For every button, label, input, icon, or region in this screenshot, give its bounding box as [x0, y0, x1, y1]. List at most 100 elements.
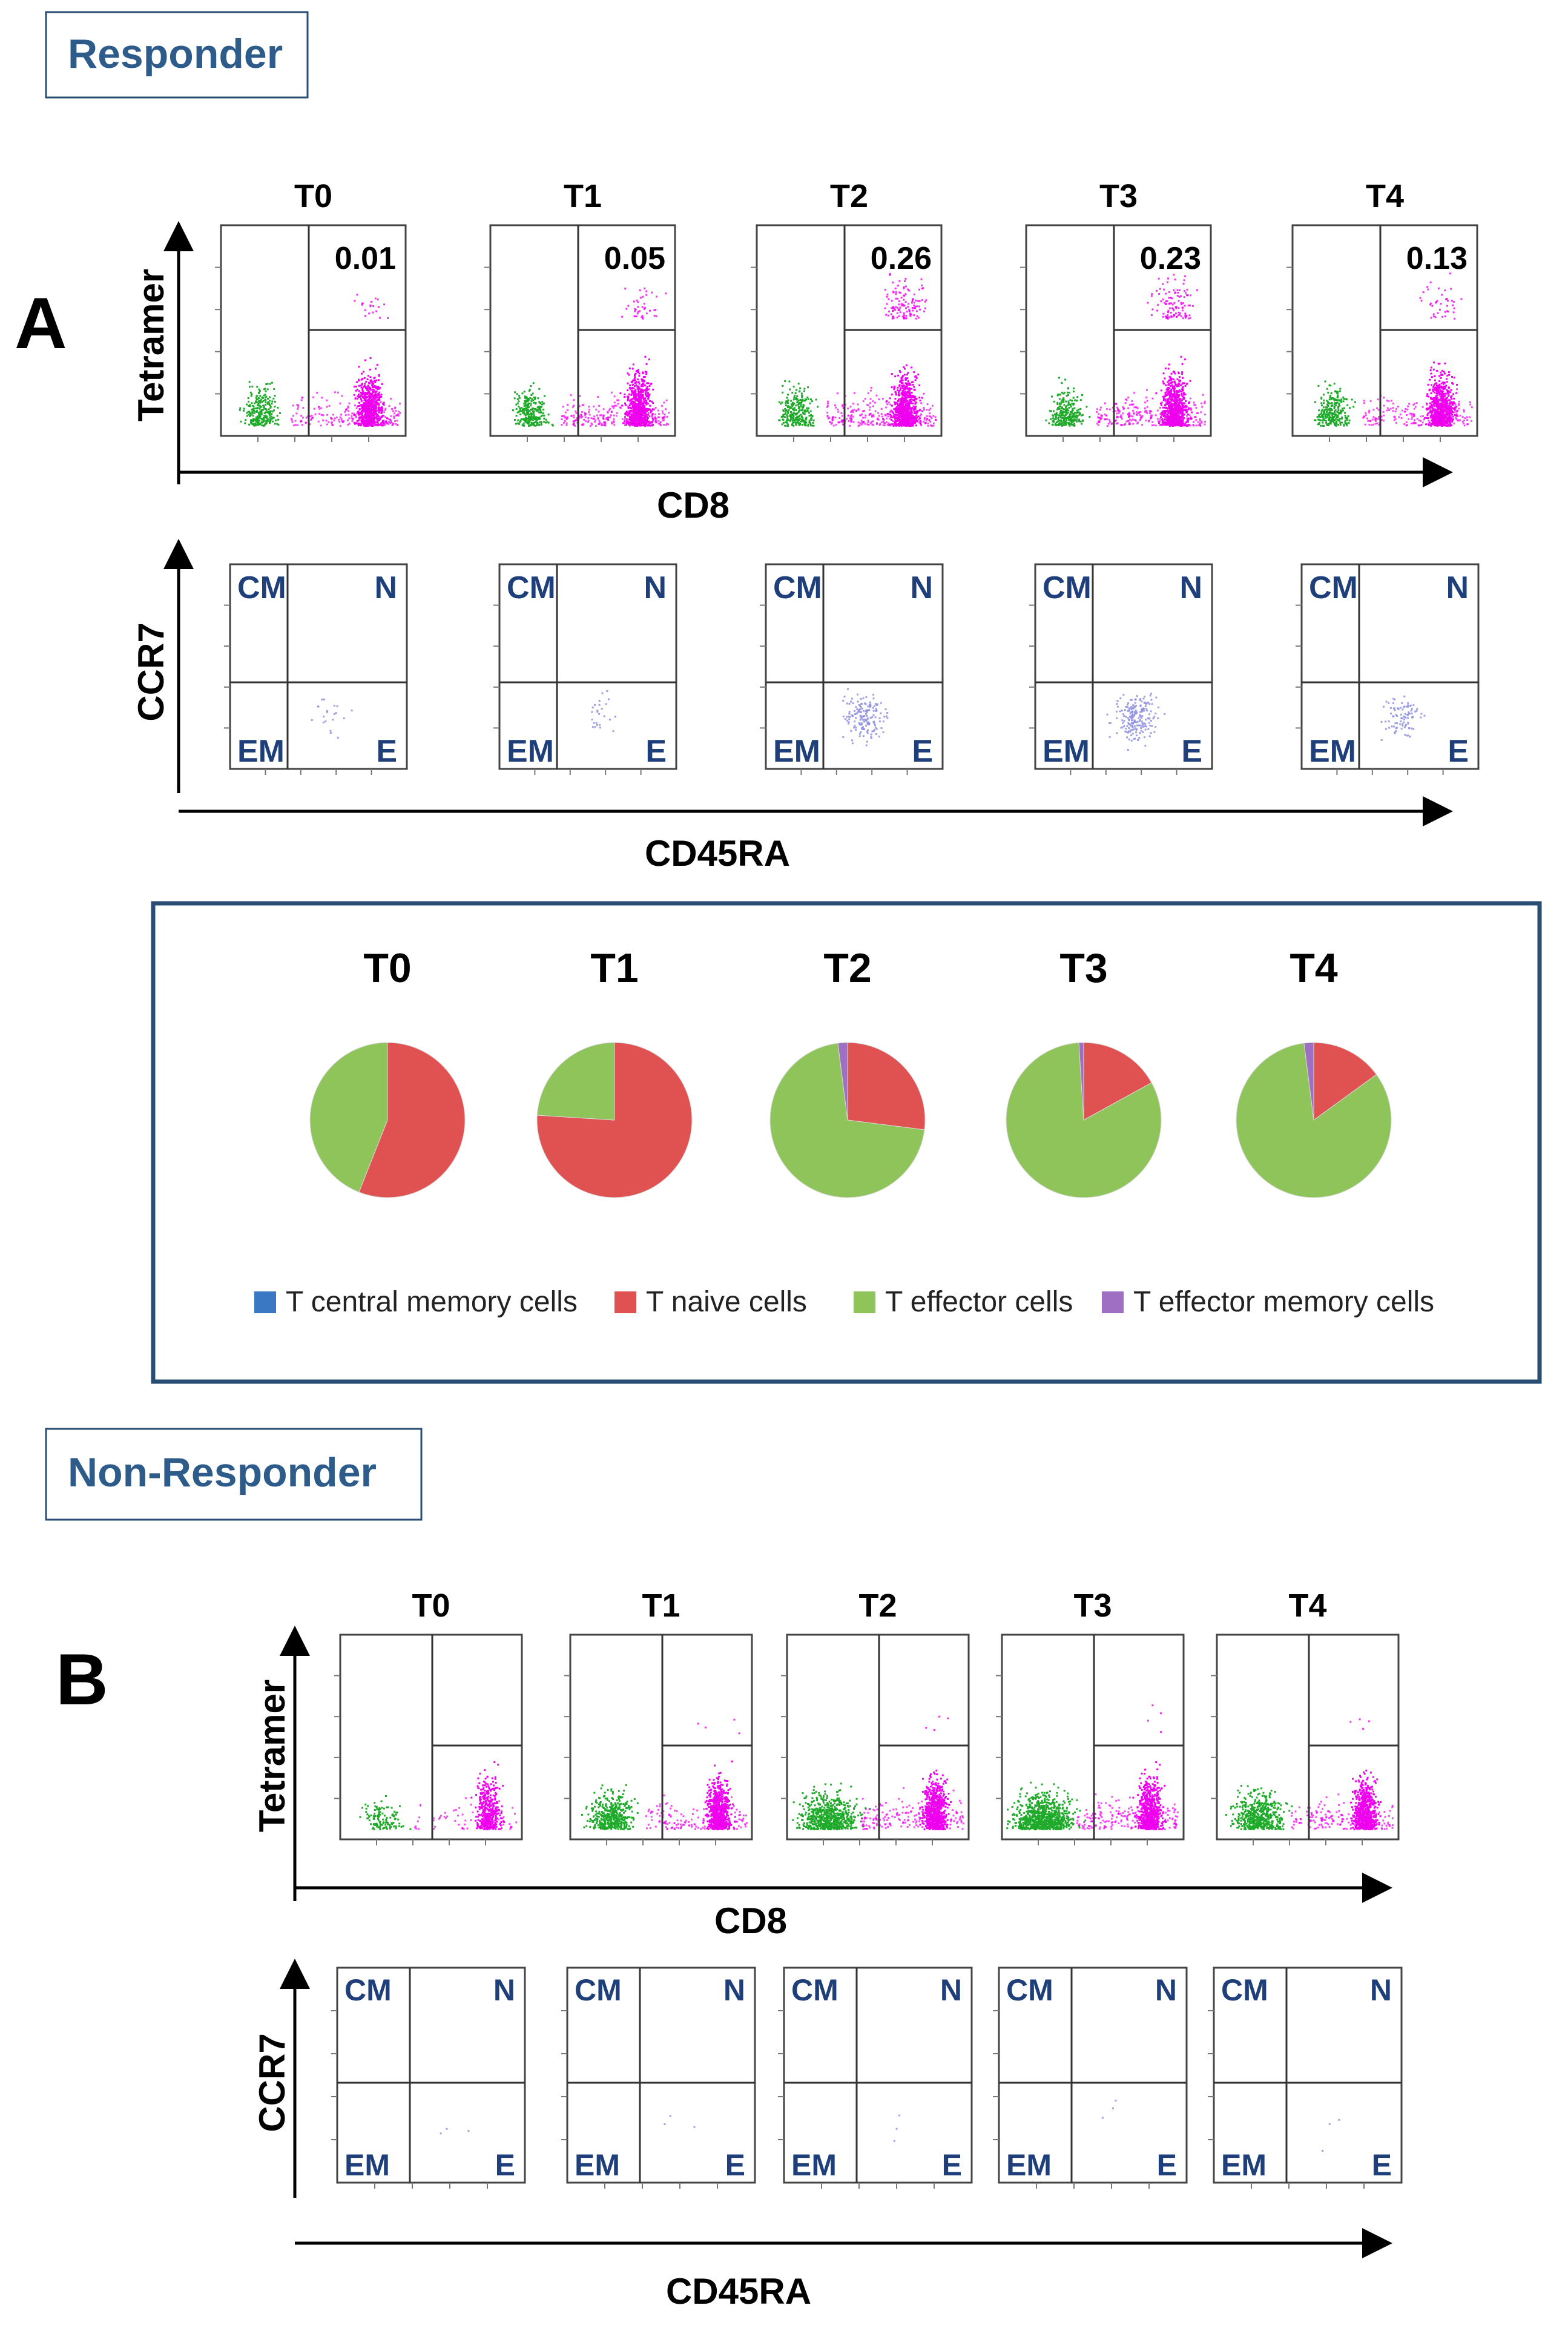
legend-swatch: [1102, 1291, 1124, 1313]
legend-label: T effector cells: [885, 1286, 1073, 1318]
ccr7-quadrant-plot: CM N EM E: [224, 564, 407, 775]
pie-title: T1: [590, 945, 638, 991]
timepoint-label: T3: [1099, 178, 1138, 214]
tetramer-dot-plot: T30.23: [1020, 178, 1211, 442]
quadrant-em-label: EM: [773, 734, 820, 769]
pie-title: T0: [363, 945, 411, 991]
responder-ccr7-row: CM NEM ECM NEM ECM NEM ECM NEM ECM NEM E: [224, 564, 1478, 775]
responder-cd45ra-xlabel: CD45RA: [645, 833, 790, 874]
timepoint-label: T2: [858, 1587, 897, 1624]
ccr7-quadrant-plot: CM NEM E: [993, 1968, 1187, 2189]
quadrant-em-label: EM: [237, 734, 285, 769]
quadrant-e-label: E: [1372, 2148, 1392, 2182]
non-responder-tetramer-row: T0 T1 T2 T3 T4: [334, 1587, 1398, 1845]
non-responder-cd45ra-xlabel: CD45RA: [666, 2271, 811, 2312]
ccr7-quadrant-plot: CM N EM E: [493, 564, 676, 775]
legend-entry: T effector cells: [854, 1286, 1073, 1318]
panel-a-letter: A: [15, 283, 67, 364]
tetramer-dot-plot: T1: [564, 1587, 752, 1845]
quadrant-cm-label: CM: [1221, 1973, 1268, 2007]
quadrant-cm-label: CM: [575, 1973, 622, 2007]
legend-entry: T central memory cells: [254, 1286, 578, 1318]
quadrant-n-label: N: [1370, 1973, 1392, 2007]
quadrant-cm-label: CM: [1043, 570, 1092, 605]
timepoint-label: T3: [1073, 1587, 1112, 1624]
quadrant-n-label: N: [723, 1973, 745, 2007]
timepoint-label: T4: [1366, 178, 1404, 214]
pie-title: T3: [1059, 945, 1107, 991]
responder-header: Responder: [46, 12, 308, 97]
timepoint-label: T1: [564, 178, 602, 214]
quadrant-em-label: EM: [1221, 2148, 1267, 2182]
quadrant-e-label: E: [495, 2148, 515, 2182]
quadrant-e-label: E: [1181, 734, 1202, 769]
quadrant-em-label: EM: [344, 2148, 390, 2182]
panel-b-letter: B: [56, 1639, 108, 1720]
responder-ccr7-ylabel: CCR7: [131, 622, 171, 721]
ccr7-quadrant-plot: CM N EM E: [760, 564, 943, 775]
quadrant-cm-label: CM: [791, 1973, 838, 2007]
ccr7-quadrant-plot: CM NEM E: [1296, 564, 1478, 775]
responder-label: Responder: [68, 31, 283, 77]
legend-swatch: [614, 1291, 636, 1313]
responder-cd8-xlabel: CD8: [657, 485, 730, 526]
pie-title: T2: [823, 945, 871, 991]
pie-chart-box: T0 T1 T2 T3 T4 T central memory cells T naive…: [153, 903, 1540, 1382]
quadrant-n-label: N: [493, 1973, 515, 2007]
legend-label: T naive cells: [646, 1286, 807, 1318]
quadrant-cm-label: CM: [507, 570, 556, 605]
non-responder-ccr7-ylabel: CCR7: [252, 2033, 292, 2132]
legend-swatch: [854, 1291, 875, 1313]
quadrant-n-label: N: [1155, 1973, 1177, 2007]
responder-tetramer-ylabel: Tetramer: [131, 269, 171, 421]
quadrant-e-label: E: [645, 734, 667, 769]
timepoint-label: T0: [294, 178, 332, 214]
ccr7-quadrant-plot: CM NEM E: [561, 1968, 755, 2189]
ccr7-quadrant-plot: CM NEM E: [331, 1968, 525, 2189]
legend-label: T effector memory cells: [1133, 1286, 1434, 1318]
quadrant-cm-label: CM: [773, 570, 822, 605]
quadrant-cm-label: CM: [1006, 1973, 1053, 2007]
quadrant-n-label: N: [1446, 570, 1469, 605]
non-responder-ccr7-row: CM NEM ECM NEM ECM NEM ECM NEM ECM NEM E: [331, 1968, 1402, 2189]
ccr7-quadrant-plot: CM N EM E: [778, 1968, 972, 2189]
quadrant-n-label: N: [940, 1973, 962, 2007]
non-responder-tetramer-ylabel: Tetramer: [252, 1680, 292, 1832]
quadrant-em-label: EM: [791, 2148, 837, 2182]
tetramer-dot-plot: T3: [996, 1587, 1184, 1845]
legend-label: T central memory cells: [286, 1286, 578, 1318]
timepoint-label: T0: [412, 1587, 450, 1624]
quadrant-e-label: E: [376, 734, 397, 769]
quadrant-n-label: N: [644, 570, 667, 605]
quadrant-em-label: EM: [1006, 2148, 1052, 2182]
timepoint-label: T1: [642, 1587, 680, 1624]
timepoint-label: T2: [830, 178, 868, 214]
legend-entry: T effector memory cells: [1102, 1286, 1434, 1318]
quadrant-em-label: EM: [1043, 734, 1090, 769]
tetramer-dot-plot: T4: [1211, 1587, 1398, 1845]
timepoint-label: T4: [1288, 1587, 1326, 1624]
quadrant-em-label: EM: [1309, 734, 1356, 769]
tetramer-dot-plot: T40.13: [1286, 178, 1477, 442]
tetramer-percent: 0.01: [335, 241, 396, 276]
quadrant-n-label: N: [1179, 570, 1202, 605]
quadrant-n-label: N: [910, 570, 933, 605]
non-responder-cd8-xlabel: CD8: [714, 1900, 787, 1941]
legend-swatch: [254, 1291, 276, 1313]
quadrant-cm-label: CM: [1309, 570, 1358, 605]
quadrant-n-label: N: [374, 570, 397, 605]
tetramer-dot-plot: T20.26: [751, 178, 941, 442]
tetramer-percent: 0.26: [871, 241, 932, 276]
non-responder-label: Non-Responder: [68, 1449, 377, 1495]
tetramer-dot-plot: T0: [334, 1587, 522, 1845]
non-responder-header: Non-Responder: [46, 1429, 421, 1520]
quadrant-e-label: E: [942, 2148, 962, 2182]
quadrant-cm-label: CM: [237, 570, 286, 605]
quadrant-em-label: EM: [507, 734, 554, 769]
tetramer-dot-plot: T00.01: [215, 178, 406, 442]
tetramer-percent: 0.13: [1406, 241, 1468, 276]
ccr7-quadrant-plot: CM N EM E: [1208, 1968, 1402, 2189]
quadrant-e-label: E: [912, 734, 933, 769]
